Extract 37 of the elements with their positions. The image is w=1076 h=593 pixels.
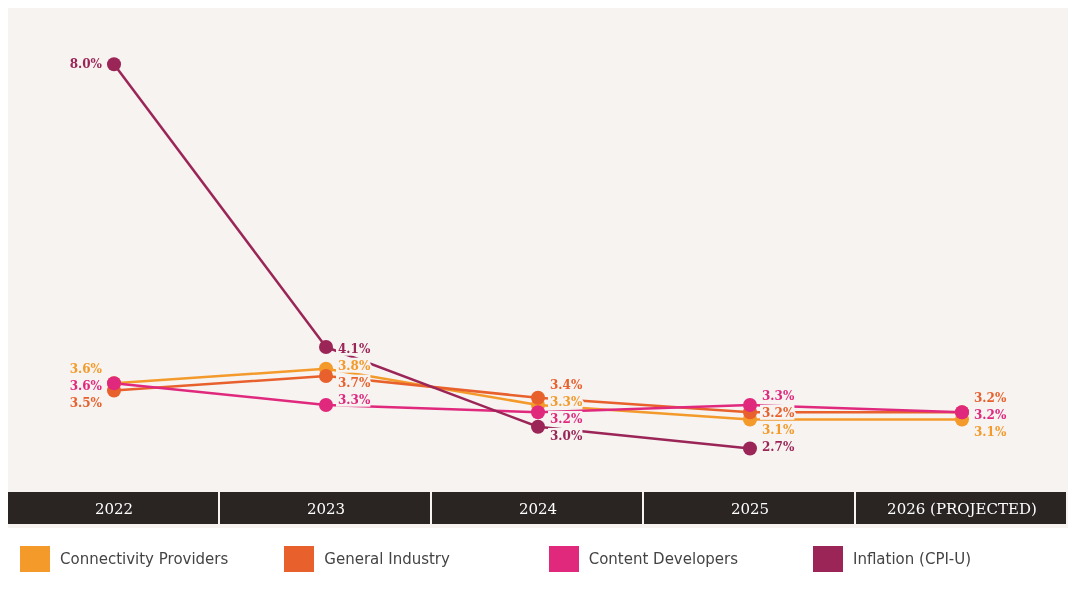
data-label: 4.1% — [338, 341, 371, 356]
x-tick-label: 2023 — [306, 500, 346, 518]
data-label: 2.7% — [762, 439, 795, 454]
legend-label: General Industry — [324, 550, 450, 568]
data-label: 3.2% — [974, 390, 1007, 405]
x-tick-label: 2026 (PROJECTED) — [887, 500, 1037, 518]
legend-label: Inflation (CPI-U) — [852, 550, 972, 568]
data-label: 3.3% — [762, 388, 795, 403]
data-label: 8.0% — [69, 57, 103, 72]
data-label: 3.3% — [550, 394, 583, 409]
data-label: 3.6% — [69, 361, 103, 376]
data-label: 3.7% — [338, 375, 371, 390]
point — [743, 441, 757, 456]
legend-label: Connectivity Providers — [60, 550, 229, 568]
point — [743, 398, 757, 412]
point — [531, 405, 545, 420]
point — [319, 398, 333, 412]
data-label: 3.3% — [338, 392, 371, 407]
point — [531, 419, 545, 434]
x-tick-label: 2025 — [730, 500, 770, 518]
data-label: 3.5% — [69, 395, 103, 410]
data-label: 3.2% — [974, 407, 1007, 422]
point — [319, 340, 333, 354]
data-label: 3.8% — [338, 358, 371, 373]
data-label: 3.2% — [550, 411, 583, 426]
point — [531, 390, 545, 405]
data-label: 3.1% — [762, 422, 795, 437]
point — [319, 369, 333, 383]
x-tick-label: 2022 — [94, 500, 134, 518]
data-label: 3.2% — [762, 405, 795, 420]
point — [107, 57, 121, 72]
data-label: 3.1% — [974, 424, 1007, 439]
data-label: 3.6% — [69, 378, 103, 393]
x-tick-label: 2024 — [518, 500, 558, 518]
legend-label: Content Developers — [588, 550, 739, 568]
data-label: 3.0% — [550, 428, 583, 443]
data-label: 3.4% — [550, 377, 583, 392]
